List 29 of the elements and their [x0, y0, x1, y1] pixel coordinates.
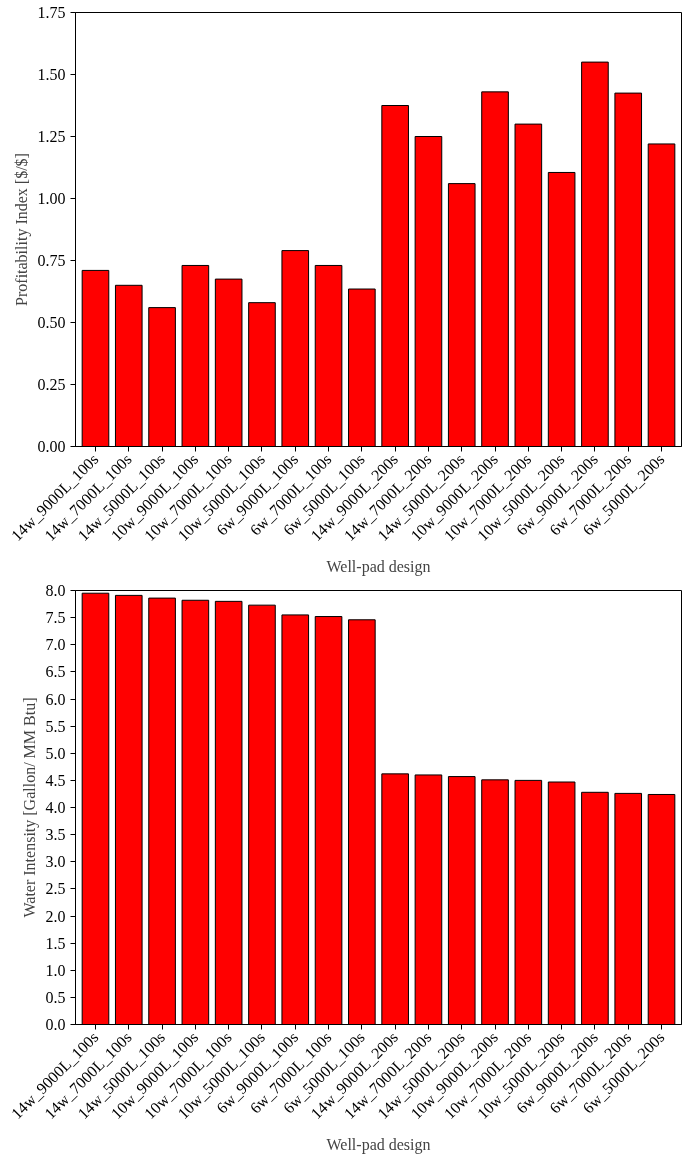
y-tick-label: 7.0 [45, 636, 66, 654]
y-tick-label: 5.0 [45, 744, 66, 762]
y-tick-label: 4.5 [45, 771, 66, 789]
x-axis-title: Well-pad design [326, 1136, 431, 1155]
y-tick-label: 5.5 [45, 717, 66, 735]
y-tick-label: 2.5 [45, 880, 66, 898]
y-tick-label: 7.5 [45, 609, 66, 627]
y-tick-label: 0.5 [45, 988, 66, 1006]
y-tick-label: 1.50 [37, 66, 66, 83]
y-tick-label: 0.0 [45, 1016, 66, 1033]
y-tick-label: 4.0 [45, 799, 66, 816]
y-tick-label: 6.0 [45, 690, 66, 708]
y-axis-title: Water Intensity [Gallon/ MM Btu] [20, 697, 39, 918]
y-tick-label: 1.25 [37, 128, 66, 145]
y-tick-label: 0.50 [37, 314, 66, 331]
y-tick-label: 2.0 [45, 907, 66, 925]
y-tick-label: 8.0 [45, 582, 66, 599]
y-tick-label: 1.5 [45, 934, 66, 952]
y-tick-label: 1.00 [37, 190, 66, 207]
y-tick-label: 1.75 [37, 4, 66, 21]
y-tick-label: 1.0 [45, 961, 66, 979]
y-tick-label: 3.5 [45, 826, 66, 844]
y-tick-label: 3.0 [45, 853, 66, 871]
y-tick-label: 0.75 [37, 252, 66, 269]
y-tick-label: 6.5 [45, 663, 66, 681]
y-tick-label: 0.00 [37, 438, 66, 455]
y-tick-label: 0.25 [37, 376, 66, 393]
y-axis-title: Profitability Index [$/$] [12, 153, 31, 306]
x-axis-title: Well-pad design [326, 558, 431, 577]
